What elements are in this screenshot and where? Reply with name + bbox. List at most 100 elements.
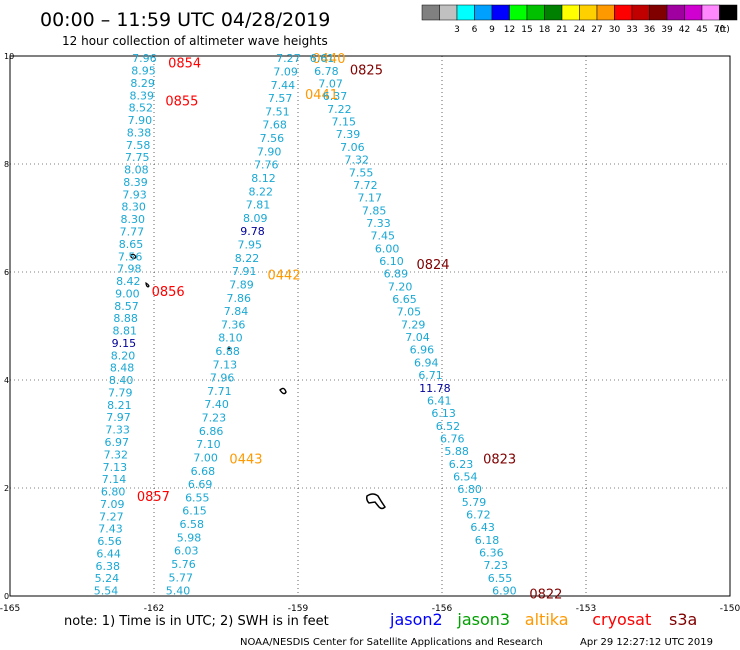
wave-height-value: 6.72 xyxy=(466,509,491,522)
wave-height-value: 7.13 xyxy=(103,461,128,474)
wave-height-value: 8.22 xyxy=(235,252,260,265)
wave-height-value: 8.65 xyxy=(119,238,144,251)
wave-height-value: 7.89 xyxy=(229,278,254,291)
wave-height-value: 7.07 xyxy=(318,78,343,91)
wave-height-value: 7.85 xyxy=(362,204,387,217)
wave-height-value: 6.38 xyxy=(96,560,121,573)
wave-height-value: 7.84 xyxy=(224,305,249,318)
x-tick-label: -162 xyxy=(144,604,164,614)
wave-height-value: 6.37 xyxy=(323,90,348,103)
wave-height-value: 7.05 xyxy=(397,306,422,319)
island-molokai-dot xyxy=(227,346,231,350)
wave-height-value: 7.04 xyxy=(405,331,430,344)
scale-label: 36 xyxy=(644,25,656,35)
wave-height-value: 7.09 xyxy=(273,65,298,78)
wave-height-value: 11.78 xyxy=(419,382,451,395)
wave-height-value: 6.10 xyxy=(379,255,404,268)
scale-swatch xyxy=(491,4,510,21)
wave-height-value: 6.80 xyxy=(101,486,126,499)
wave-height-value: 8.30 xyxy=(121,201,146,214)
wave-height-value: 7.95 xyxy=(238,239,263,252)
island-maui-outline xyxy=(279,387,287,395)
scale-swatch xyxy=(631,4,650,21)
wave-height-value: 7.71 xyxy=(207,385,232,398)
scale-label: 9 xyxy=(489,25,495,35)
scale-label: 24 xyxy=(574,25,586,35)
pass-time-label: 0823 xyxy=(483,452,516,467)
wave-height-value: 6.44 xyxy=(96,547,121,560)
wave-height-value: 7.43 xyxy=(98,523,123,536)
wave-height-value: 8.08 xyxy=(124,164,149,177)
wave-height-value: 8.95 xyxy=(131,65,156,78)
wave-height-value: 7.90 xyxy=(128,114,153,127)
wave-height-value: 7.33 xyxy=(105,424,130,437)
wave-height-value: 7.27 xyxy=(99,510,124,523)
wave-height-value: 5.88 xyxy=(444,445,469,458)
wave-height-value: 7.96 xyxy=(210,372,235,385)
scale-label: 33 xyxy=(626,25,637,35)
wave-height-value: 7.22 xyxy=(327,103,352,116)
wave-height-value: 8.39 xyxy=(123,176,148,189)
scale-label: 70 xyxy=(714,25,726,35)
wave-height-value: 6.97 xyxy=(104,436,129,449)
wave-height-value: 7.58 xyxy=(126,139,151,152)
wave-height-value: 8.52 xyxy=(129,102,154,115)
wave-height-value: 6.52 xyxy=(436,420,461,433)
wave-height-value: 5.79 xyxy=(462,496,487,509)
wave-height-value: 6.36 xyxy=(479,547,504,560)
axis-tick-labels: -165 -162 -159 -156 -153 -150 0 2 4 6 8 10 xyxy=(0,52,740,614)
wave-height-value: 7.32 xyxy=(344,154,369,167)
scale-swatch xyxy=(701,4,720,21)
x-tick-label: -165 xyxy=(0,604,20,614)
wave-height-value: 6.61 xyxy=(310,52,335,65)
wave-height-value: 7.72 xyxy=(353,179,378,192)
wave-height-value: 7.32 xyxy=(104,448,129,461)
wave-height-value: 6.54 xyxy=(453,471,478,484)
wave-height-value: 6.78 xyxy=(314,65,339,78)
wave-height-value: 7.27 xyxy=(276,52,301,65)
satellite-legend: jason2 jason3 altika cryosat s3a xyxy=(389,610,697,629)
plot-frame xyxy=(9,55,731,597)
wave-height-value: 5.54 xyxy=(94,585,119,598)
scale-swatch xyxy=(544,4,563,21)
track-t2: 7.277.097.447.577.517.687.567.907.768.12… xyxy=(166,52,346,597)
wave-height-value: 6.00 xyxy=(375,242,400,255)
wave-height-value: 6.71 xyxy=(418,369,443,382)
wave-height-value: 9.78 xyxy=(240,225,265,238)
scale-swatch xyxy=(684,4,703,21)
island-big-island-outline xyxy=(366,493,386,510)
wave-height-value: 8.12 xyxy=(251,172,276,185)
x-tick-label: -150 xyxy=(720,604,740,614)
scale-swatch xyxy=(421,4,440,21)
y-tick-label: 8 xyxy=(4,160,9,169)
wave-height-value: 5.76 xyxy=(171,558,196,571)
wave-height-value: 6.58 xyxy=(180,518,205,531)
pass-time-label: 0441 xyxy=(305,88,338,103)
wave-height-value: 8.22 xyxy=(249,185,274,198)
scale-swatch xyxy=(474,4,493,21)
wave-height-value: 7.45 xyxy=(371,230,396,243)
wave-height-value: 8.57 xyxy=(114,300,139,313)
y-tick-label: 6 xyxy=(4,268,9,277)
wave-height-value: 7.90 xyxy=(257,145,282,158)
wave-height-value: 8.21 xyxy=(107,399,132,412)
footer-credit: NOAA/NESDIS Center for Satellite Applica… xyxy=(240,637,543,648)
wave-height-value: 8.48 xyxy=(110,362,135,375)
satellite-legend-s3a: s3a xyxy=(669,610,697,629)
wave-height-value: 7.76 xyxy=(254,159,279,172)
track-t3: 6.616.787.076.377.227.157.397.067.327.55… xyxy=(310,52,563,602)
wave-height-value: 7.56 xyxy=(118,250,143,263)
wave-height-value: 9.15 xyxy=(112,337,137,350)
pass-time-label: 0856 xyxy=(152,285,185,300)
x-tick-label: -156 xyxy=(432,604,453,614)
island-oahu-outline xyxy=(145,282,150,288)
scale-swatch xyxy=(579,4,598,21)
pass-time-label: 0825 xyxy=(350,64,383,79)
wave-height-value: 8.42 xyxy=(116,275,141,288)
wave-height-value: 6.88 xyxy=(215,345,240,358)
map-title: 00:00 – 11:59 UTC 04/28/2019 xyxy=(40,9,330,31)
footer-timestamp: Apr 29 12:27:12 UTC 2019 xyxy=(580,637,713,648)
wave-height-value: 6.13 xyxy=(431,407,456,420)
wave-height-value: 8.20 xyxy=(111,349,136,362)
